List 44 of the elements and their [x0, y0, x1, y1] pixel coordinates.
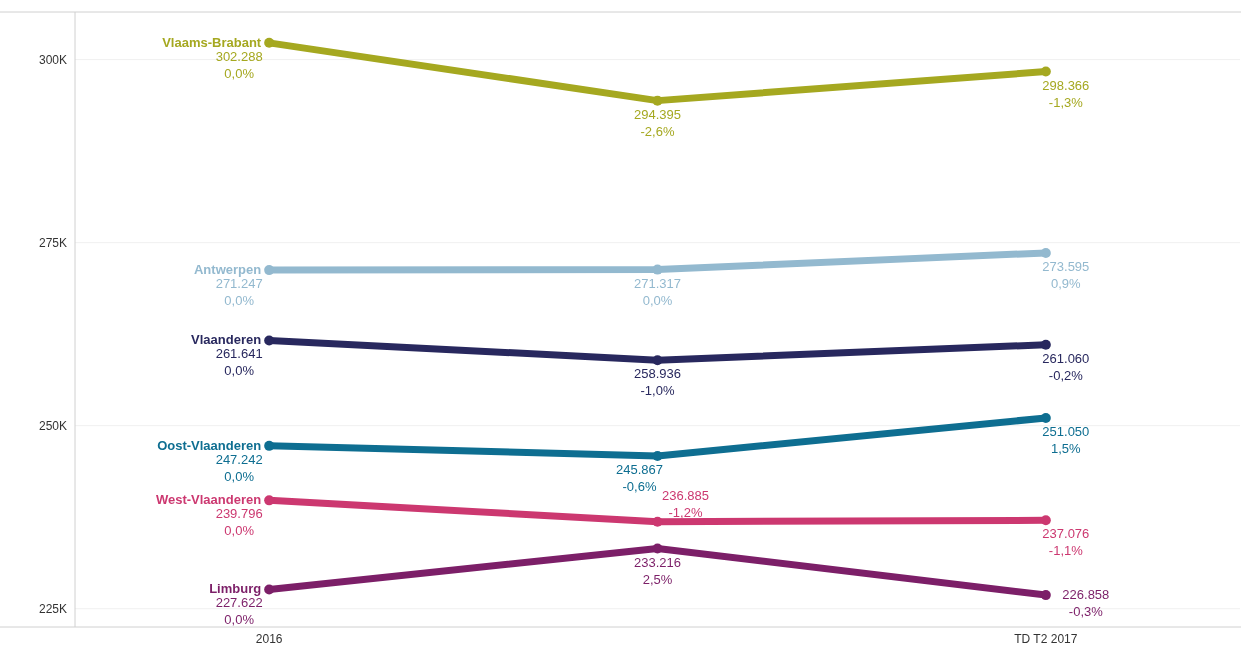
point [652, 264, 663, 275]
data-label: 271.247 0,0% [215, 276, 263, 309]
point [652, 355, 663, 366]
point [264, 440, 275, 451]
series-label: West-Vlaanderen [155, 492, 262, 508]
data-label: 302.288 0,0% [215, 48, 263, 81]
data-label: 271.317 0,0% [634, 275, 681, 308]
data-label: 294.395 -2,6% [634, 106, 681, 139]
x-tick-label: 2016 [255, 632, 283, 646]
data-label: 245.867 -0,6% [616, 461, 663, 494]
point [1040, 412, 1051, 423]
y-tick-label: 275K [38, 235, 67, 250]
series-label: Limburg [209, 581, 262, 597]
data-label: 233.216 2,5% [634, 554, 681, 587]
data-label: 239.796 0,0% [215, 506, 263, 539]
y-tick-label: 225K [38, 601, 67, 616]
series-label: Antwerpen [193, 262, 262, 278]
series-label: Oost-Vlaanderen [157, 437, 262, 453]
point [1040, 590, 1051, 601]
point [652, 543, 663, 554]
y-tick-label: 250K [38, 418, 67, 433]
point [652, 95, 663, 106]
data-label: 251.050 1,5% [1042, 423, 1090, 456]
data-label: 298.366 -1,3% [1042, 77, 1090, 110]
data-label: 247.242 0,0% [215, 451, 263, 484]
series-label: Vlaanderen [191, 332, 262, 348]
series-label: Vlaams-Brabant [162, 34, 262, 50]
x-tick-label: TD T2 2017 [1014, 632, 1078, 646]
point [1040, 339, 1051, 350]
data-label: 261.641 0,0% [215, 346, 263, 379]
data-label: 273.595 0,9% [1042, 258, 1090, 291]
data-label: 237.076 -1,1% [1042, 526, 1090, 559]
data-label: 261.060 -0,2% [1042, 350, 1090, 383]
data-label: 236.885 -1,2% [662, 487, 709, 520]
point [652, 516, 663, 527]
data-label: 258.936 -1,0% [634, 366, 681, 399]
data-label: 227.622 0,0% [215, 595, 263, 628]
point [652, 450, 663, 461]
point [1040, 66, 1051, 77]
point [264, 335, 275, 346]
data-label: 226.858 -0,3% [1062, 587, 1110, 620]
point [264, 37, 275, 48]
y-tick-label: 300K [38, 52, 67, 67]
point [264, 584, 275, 595]
